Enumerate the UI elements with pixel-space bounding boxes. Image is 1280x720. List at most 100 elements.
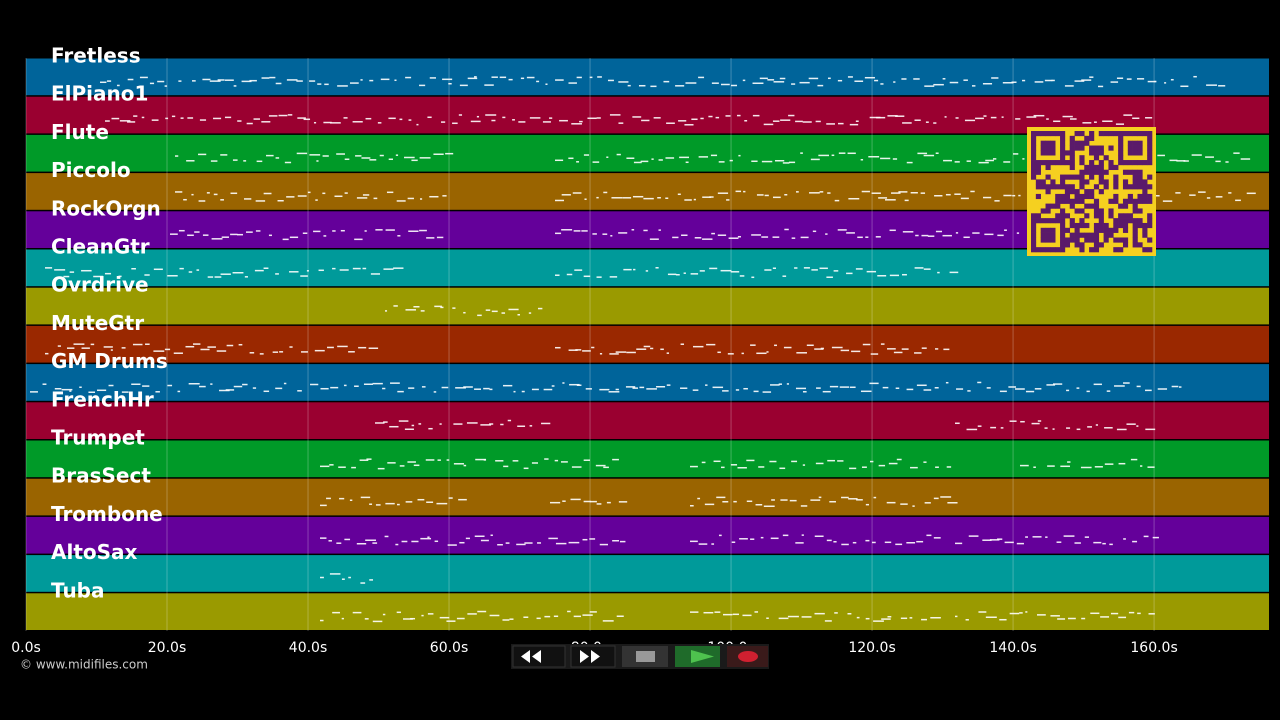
note bbox=[142, 385, 150, 387]
track-row bbox=[26, 555, 1269, 592]
note bbox=[860, 158, 864, 161]
note bbox=[698, 76, 705, 79]
qr-cell bbox=[1142, 131, 1148, 137]
note bbox=[955, 117, 959, 119]
note bbox=[196, 269, 200, 271]
note bbox=[485, 309, 491, 311]
qr-cell bbox=[1040, 160, 1046, 166]
note bbox=[358, 346, 367, 349]
note bbox=[421, 614, 424, 617]
note bbox=[946, 466, 952, 468]
note bbox=[892, 158, 898, 160]
note bbox=[1066, 427, 1071, 429]
note bbox=[1180, 85, 1189, 88]
note bbox=[429, 77, 436, 79]
note bbox=[873, 496, 877, 499]
qr-cell bbox=[1132, 232, 1138, 238]
note bbox=[589, 76, 593, 79]
play-button[interactable] bbox=[675, 646, 720, 667]
note bbox=[663, 80, 670, 83]
note bbox=[366, 458, 372, 460]
note bbox=[771, 499, 775, 501]
qr-cell bbox=[1132, 198, 1138, 204]
note bbox=[764, 269, 772, 271]
qr-cell bbox=[1074, 232, 1080, 238]
note bbox=[756, 352, 767, 355]
note bbox=[209, 80, 221, 82]
note bbox=[405, 501, 413, 503]
note bbox=[1036, 614, 1046, 616]
note bbox=[1235, 199, 1241, 202]
fast-forward-button[interactable] bbox=[570, 645, 616, 668]
note bbox=[876, 116, 886, 119]
note bbox=[149, 82, 155, 85]
note bbox=[477, 314, 482, 317]
note bbox=[505, 542, 510, 544]
note bbox=[606, 501, 611, 504]
qr-cell bbox=[1064, 150, 1071, 156]
note bbox=[947, 502, 958, 504]
note bbox=[618, 81, 629, 83]
note bbox=[640, 160, 649, 163]
x-tick-label: 20.0s bbox=[148, 640, 186, 656]
note bbox=[555, 79, 564, 81]
record-button[interactable] bbox=[727, 646, 768, 667]
note bbox=[1052, 428, 1055, 430]
qr-cell bbox=[1055, 131, 1061, 137]
note bbox=[698, 543, 708, 545]
note bbox=[440, 306, 444, 309]
note bbox=[425, 459, 435, 461]
note bbox=[383, 421, 388, 423]
note bbox=[1067, 617, 1076, 620]
note bbox=[1044, 427, 1048, 429]
qr-cell bbox=[1040, 237, 1046, 243]
note bbox=[866, 270, 877, 273]
note bbox=[1225, 161, 1229, 163]
stop-button[interactable] bbox=[622, 646, 668, 667]
note bbox=[881, 618, 891, 620]
note bbox=[589, 611, 597, 613]
note bbox=[551, 385, 555, 387]
qr-cell bbox=[1098, 213, 1104, 219]
note bbox=[801, 616, 812, 618]
note bbox=[576, 76, 582, 79]
note bbox=[528, 312, 532, 314]
note bbox=[802, 121, 812, 123]
note bbox=[1116, 428, 1127, 431]
note bbox=[263, 390, 270, 393]
note bbox=[1012, 194, 1016, 197]
note bbox=[831, 154, 835, 157]
note bbox=[710, 154, 718, 157]
note bbox=[360, 496, 371, 499]
qr-cell bbox=[1045, 131, 1051, 137]
qr-cell bbox=[1060, 198, 1066, 204]
note bbox=[690, 465, 698, 468]
qr-cell bbox=[1050, 131, 1056, 137]
note bbox=[971, 85, 976, 87]
note bbox=[949, 81, 959, 84]
note bbox=[733, 500, 737, 503]
note bbox=[220, 154, 228, 156]
qr-cell bbox=[1118, 218, 1124, 224]
note bbox=[315, 199, 318, 201]
note bbox=[309, 154, 321, 156]
note bbox=[561, 229, 573, 231]
note bbox=[1132, 540, 1138, 543]
note bbox=[393, 267, 404, 269]
track-row bbox=[26, 593, 1269, 630]
qr-cell bbox=[1079, 198, 1085, 204]
note bbox=[677, 193, 681, 196]
note bbox=[865, 539, 870, 542]
note bbox=[869, 460, 874, 463]
note bbox=[949, 271, 959, 274]
note bbox=[680, 387, 688, 389]
rewind-button[interactable] bbox=[512, 645, 566, 668]
note bbox=[361, 157, 371, 159]
qr-cell bbox=[1089, 150, 1095, 156]
note bbox=[427, 536, 430, 538]
note bbox=[131, 267, 136, 270]
note bbox=[1215, 160, 1221, 163]
note bbox=[1136, 425, 1139, 427]
note bbox=[839, 386, 850, 388]
qr-cell bbox=[1069, 222, 1075, 229]
